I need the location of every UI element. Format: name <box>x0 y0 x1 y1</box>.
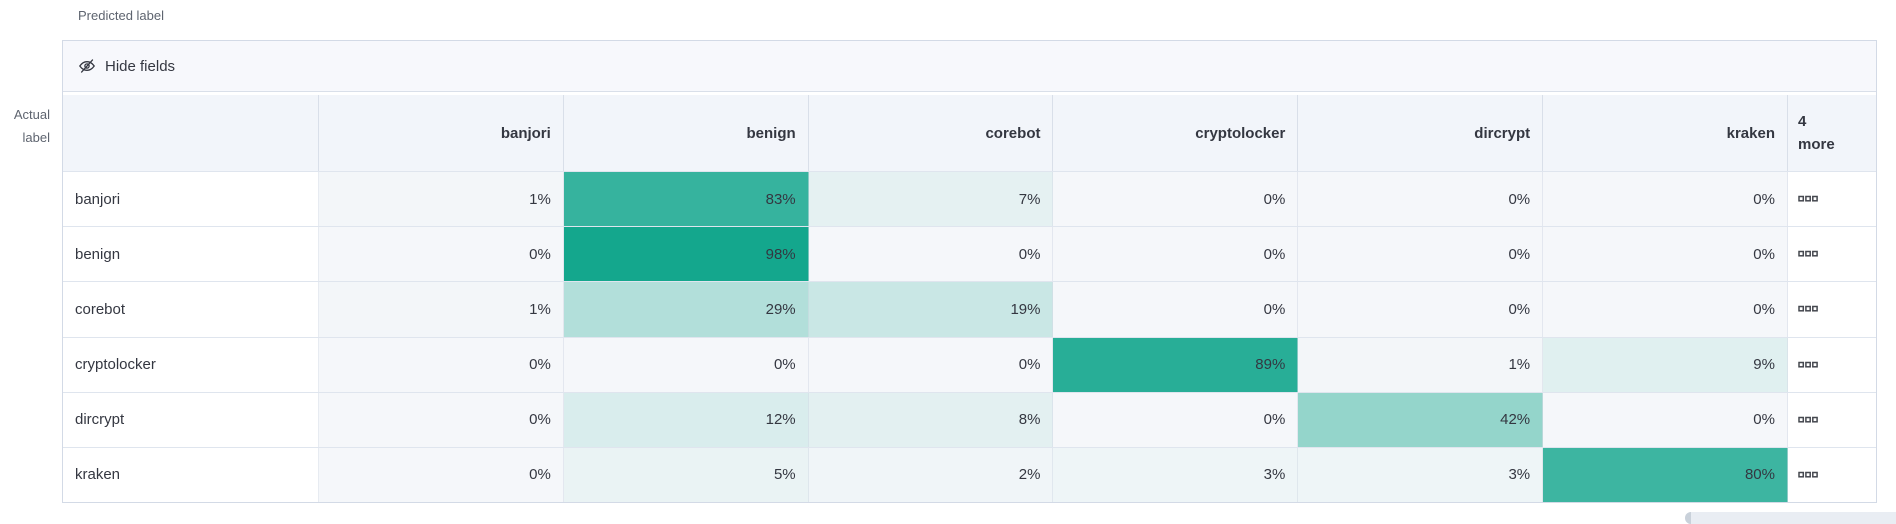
row-more-actions-button[interactable] <box>1787 227 1876 282</box>
horizontal-scrollbar[interactable] <box>1685 512 1896 524</box>
row-more-actions-button[interactable] <box>1787 447 1876 503</box>
row-more-actions-button[interactable] <box>1787 172 1876 227</box>
matrix-row-benign: benign 0% 98% 0% 0% 0% 0% <box>63 226 1876 282</box>
matrix-cell-value[interactable]: 0% <box>563 337 809 392</box>
matrix-cell-value[interactable]: 1% <box>1298 337 1544 392</box>
header-corner-cell <box>63 95 319 171</box>
predicted-axis-label: Predicted label <box>78 8 164 23</box>
boxes-horizontal-icon <box>1798 416 1818 424</box>
matrix-cell-value[interactable]: 0% <box>1053 172 1299 227</box>
row-label-cell[interactable]: benign <box>63 227 319 282</box>
matrix-cell-value[interactable]: 89% <box>1053 337 1299 392</box>
row-label-cell[interactable]: kraken <box>63 447 319 503</box>
matrix-cell-value[interactable]: 0% <box>319 337 564 392</box>
matrix-cell-value[interactable]: 42% <box>1298 392 1544 447</box>
matrix-row-kraken: kraken 0% 5% 2% 3% 3% 80% <box>63 446 1876 503</box>
matrix-cell-value[interactable]: 1% <box>319 172 564 227</box>
column-header-cryptolocker[interactable]: cryptolocker <box>1053 95 1299 171</box>
row-label-cell[interactable]: cryptolocker <box>63 337 319 392</box>
matrix-cell-value[interactable]: 83% <box>563 172 809 227</box>
hide-fields-label: Hide fields <box>105 57 176 75</box>
row-more-actions-button[interactable] <box>1787 392 1876 447</box>
actual-axis-label-line1: Actual <box>13 107 50 122</box>
matrix-row-banjori: banjori 1% 83% 7% 0% 0% 0% <box>63 171 1876 227</box>
matrix-row-corebot: corebot 1% 29% 19% 0% 0% 0% <box>63 281 1876 337</box>
matrix-cell-value[interactable]: 0% <box>1543 227 1788 282</box>
matrix-cell-value[interactable]: 0% <box>808 337 1054 392</box>
matrix-cell-value[interactable]: 0% <box>1543 282 1788 337</box>
confusion-matrix-grid: Hide fields banjori benign corebot cryptolo… <box>62 40 1877 503</box>
matrix-cell-value[interactable]: 0% <box>1298 282 1544 337</box>
matrix-cell-value[interactable]: 0% <box>1053 282 1299 337</box>
matrix-cell-value[interactable]: 9% <box>1543 337 1788 392</box>
matrix-cell-value[interactable]: 19% <box>808 282 1054 337</box>
matrix-cell-value[interactable]: 7% <box>808 172 1054 227</box>
column-header-banjori[interactable]: banjori <box>319 95 564 171</box>
boxes-horizontal-icon <box>1798 361 1818 369</box>
column-header-kraken[interactable]: kraken <box>1543 95 1788 171</box>
boxes-horizontal-icon <box>1798 195 1818 203</box>
matrix-cell-value[interactable]: 80% <box>1543 447 1788 503</box>
row-label-cell[interactable]: dircrypt <box>63 392 319 447</box>
column-header-benign[interactable]: benign <box>564 95 809 171</box>
column-header-corebot[interactable]: corebot <box>809 95 1054 171</box>
matrix-cell-value[interactable]: 0% <box>1543 392 1788 447</box>
column-header-dircrypt[interactable]: dircrypt <box>1298 95 1544 171</box>
matrix-cell-value[interactable]: 3% <box>1053 447 1299 503</box>
matrix-cell-value[interactable]: 0% <box>1053 392 1299 447</box>
row-label-cell[interactable]: banjori <box>63 172 319 227</box>
row-label-cell[interactable]: corebot <box>63 282 319 337</box>
grid-toolbar: Hide fields <box>63 41 1876 92</box>
row-more-actions-button[interactable] <box>1787 282 1876 337</box>
matrix-cell-value[interactable]: 5% <box>563 447 809 503</box>
matrix-cell-value[interactable]: 1% <box>319 282 564 337</box>
more-columns-count: 4 <box>1797 112 1807 130</box>
matrix-cell-value[interactable]: 98% <box>563 227 809 282</box>
matrix-cell-value[interactable]: 0% <box>319 447 564 503</box>
column-header-more[interactable]: 4 more <box>1788 95 1876 171</box>
boxes-horizontal-icon <box>1798 471 1818 479</box>
boxes-horizontal-icon <box>1798 250 1818 258</box>
eye-closed-icon <box>78 57 96 75</box>
matrix-header-row: banjori benign corebot cryptolocker dircrypt… <box>63 95 1876 171</box>
matrix-cell-value[interactable]: 0% <box>808 227 1054 282</box>
matrix-cell-value[interactable]: 2% <box>808 447 1054 503</box>
matrix-cell-value[interactable]: 0% <box>1543 172 1788 227</box>
actual-axis-label-line2: label <box>22 130 50 146</box>
matrix-row-dircrypt: dircrypt 0% 12% 8% 0% 42% 0% <box>63 391 1876 447</box>
matrix-cell-value[interactable]: 0% <box>1298 227 1544 282</box>
matrix-cell-value[interactable]: 0% <box>1298 172 1544 227</box>
matrix-cell-value[interactable]: 3% <box>1298 447 1544 503</box>
more-columns-word: more <box>1797 136 1835 153</box>
boxes-horizontal-icon <box>1798 305 1818 313</box>
row-more-actions-button[interactable] <box>1787 337 1876 392</box>
hide-fields-button[interactable]: Hide fields <box>78 57 175 75</box>
matrix-cell-value[interactable]: 8% <box>808 392 1054 447</box>
matrix-row-cryptolocker: cryptolocker 0% 0% 0% 89% 1% 9% <box>63 336 1876 392</box>
matrix-body: banjori 1% 83% 7% 0% 0% 0% benign 0% 98% 0% 0% 0% 0% c… <box>63 171 1876 503</box>
matrix-cell-value[interactable]: 12% <box>563 392 809 447</box>
matrix-cell-value[interactable]: 29% <box>563 282 809 337</box>
matrix-cell-value[interactable]: 0% <box>319 227 564 282</box>
actual-axis-label: Actual label <box>0 103 50 150</box>
matrix-cell-value[interactable]: 0% <box>1053 227 1299 282</box>
matrix-cell-value[interactable]: 0% <box>319 392 564 447</box>
